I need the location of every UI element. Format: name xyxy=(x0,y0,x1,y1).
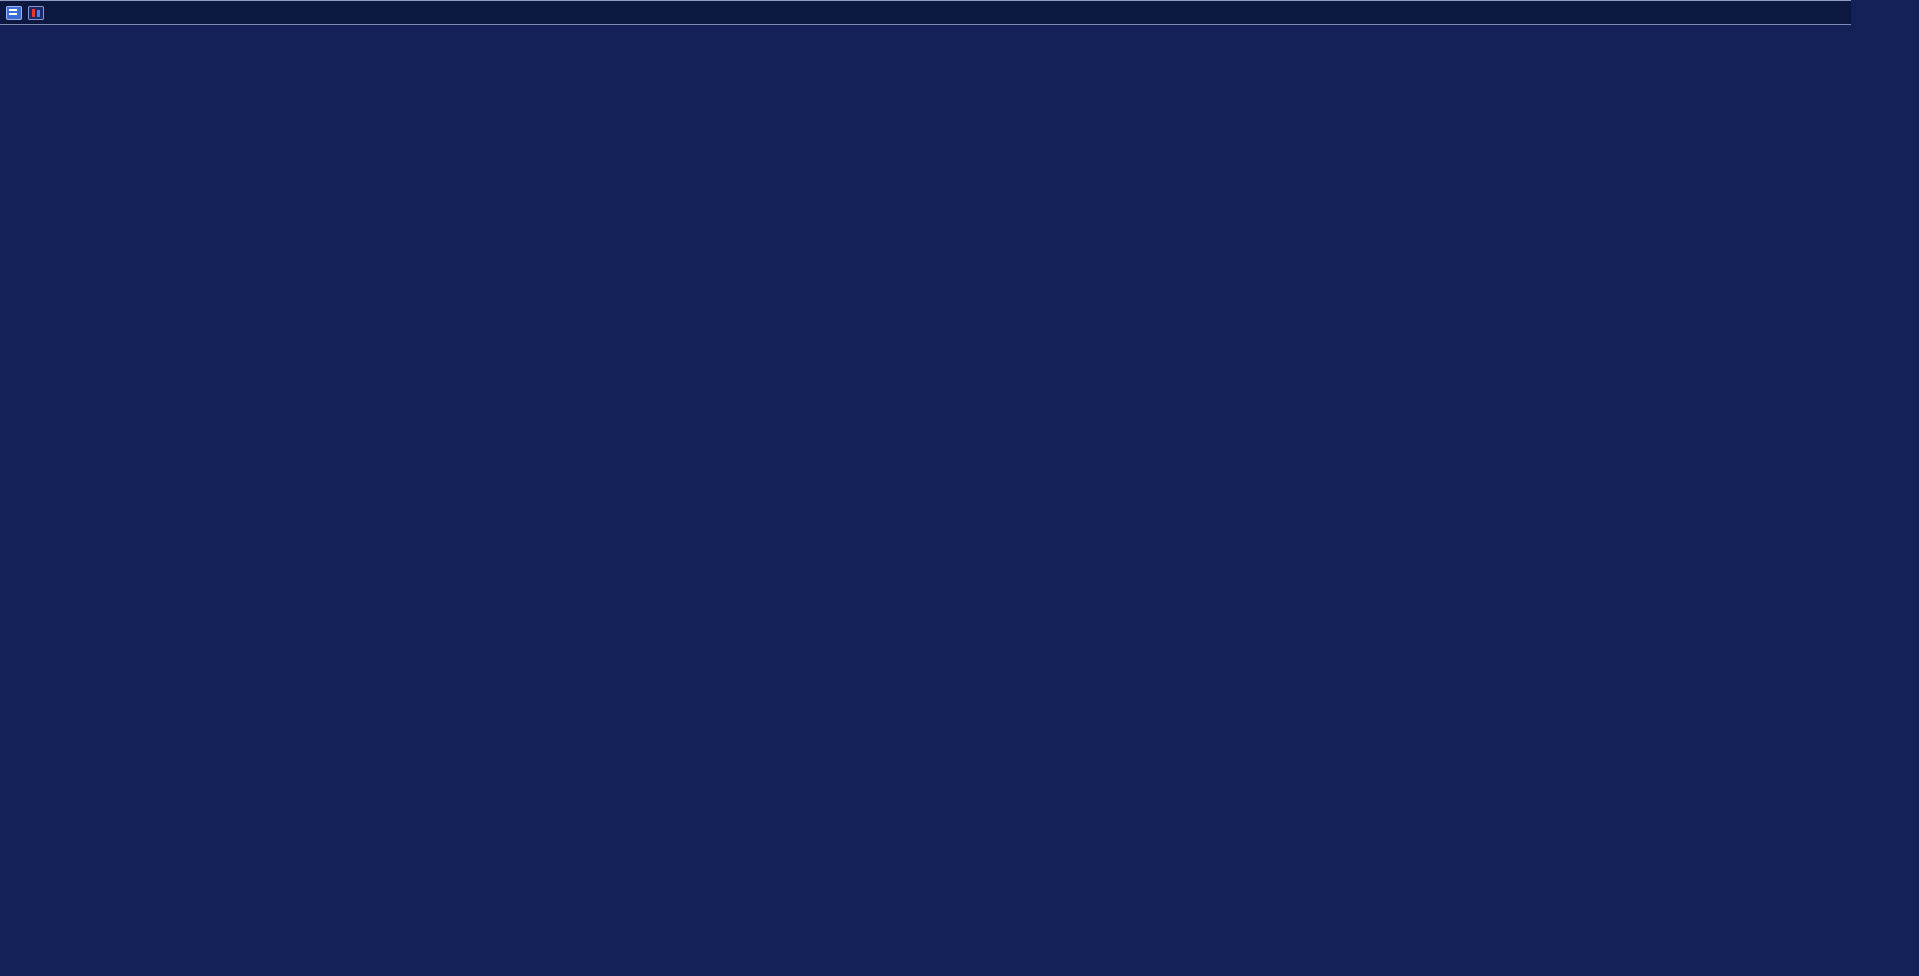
ohlc-symbol-icon xyxy=(28,5,44,20)
chart-title-bar[interactable] xyxy=(0,0,1851,25)
chart-window-icon xyxy=(6,5,22,20)
